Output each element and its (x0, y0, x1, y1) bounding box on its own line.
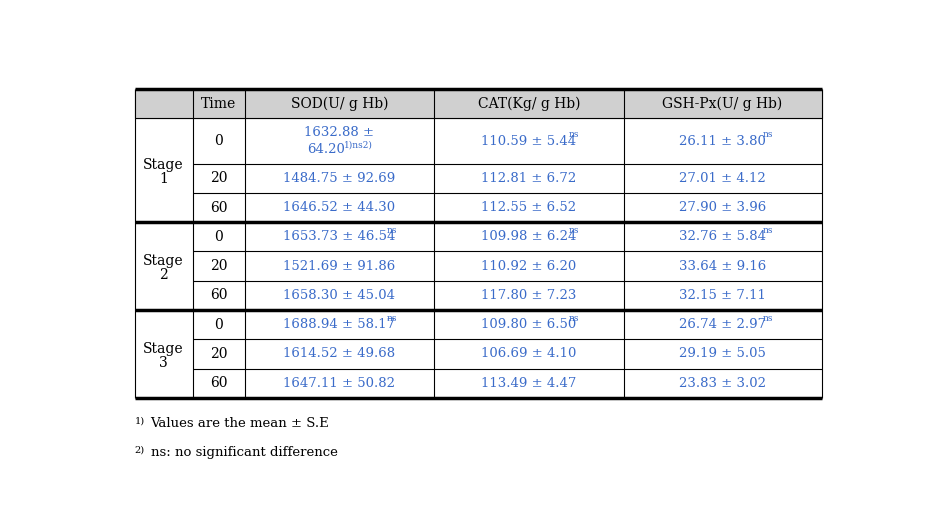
Text: ns: ns (762, 314, 773, 323)
Text: 1521.69 ± 91.86: 1521.69 ± 91.86 (284, 259, 396, 272)
Text: Time: Time (201, 97, 236, 111)
Text: 2): 2) (134, 445, 145, 454)
Text: 1): 1) (134, 417, 145, 426)
Text: 2: 2 (160, 268, 168, 282)
Text: 27.01 ± 4.12: 27.01 ± 4.12 (679, 172, 766, 185)
Text: ns: ns (386, 226, 397, 235)
Text: 1: 1 (160, 172, 168, 186)
Text: 3: 3 (160, 356, 168, 370)
Text: 117.80 ± 7.23: 117.80 ± 7.23 (481, 289, 577, 302)
Text: 26.74 ± 2.97: 26.74 ± 2.97 (679, 318, 766, 331)
Text: ns: ns (568, 226, 579, 235)
Text: 20: 20 (210, 347, 228, 361)
Text: 29.19 ± 5.05: 29.19 ± 5.05 (679, 347, 766, 361)
Text: 112.55 ± 6.52: 112.55 ± 6.52 (481, 201, 577, 214)
Text: Stage: Stage (144, 158, 184, 172)
Text: 20: 20 (210, 171, 228, 185)
Text: 109.80 ± 6.50: 109.80 ± 6.50 (481, 318, 577, 331)
Text: Stage: Stage (144, 254, 184, 268)
Text: 33.64 ± 9.16: 33.64 ± 9.16 (679, 259, 766, 272)
Text: 0: 0 (215, 230, 223, 244)
Text: 1658.30 ± 45.04: 1658.30 ± 45.04 (284, 289, 396, 302)
Text: ns: no significant difference: ns: no significant difference (150, 446, 338, 458)
Text: 0: 0 (215, 134, 223, 148)
Text: 1632.88 ±: 1632.88 ± (304, 126, 374, 139)
Text: ns: ns (568, 314, 579, 323)
Text: 110.92 ± 6.20: 110.92 ± 6.20 (481, 259, 577, 272)
Text: 1646.52 ± 44.30: 1646.52 ± 44.30 (284, 201, 396, 214)
Text: 32.15 ± 7.11: 32.15 ± 7.11 (679, 289, 766, 302)
Text: ns: ns (386, 314, 397, 323)
Text: 1688.94 ± 58.17: 1688.94 ± 58.17 (284, 318, 396, 331)
Text: ns: ns (568, 130, 579, 139)
Text: 1)ns2): 1)ns2) (343, 140, 372, 149)
Text: 27.90 ± 3.96: 27.90 ± 3.96 (679, 201, 766, 214)
Text: 1653.73 ± 46.54: 1653.73 ± 46.54 (283, 231, 396, 243)
Text: 23.83 ± 3.02: 23.83 ± 3.02 (679, 377, 766, 390)
Text: CAT(Kg/ g Hb): CAT(Kg/ g Hb) (478, 96, 580, 111)
Text: 60: 60 (210, 288, 228, 302)
Text: ns: ns (762, 130, 773, 139)
Text: GSH-Px(U/ g Hb): GSH-Px(U/ g Hb) (662, 96, 783, 111)
Text: SOD(U/ g Hb): SOD(U/ g Hb) (290, 96, 388, 111)
Text: ns: ns (762, 226, 773, 235)
Text: 1647.11 ± 50.82: 1647.11 ± 50.82 (284, 377, 396, 390)
Text: 0: 0 (215, 318, 223, 332)
Text: 60: 60 (210, 376, 228, 390)
Text: Stage: Stage (144, 342, 184, 356)
Text: 26.11 ± 3.80: 26.11 ± 3.80 (679, 135, 766, 148)
Text: 60: 60 (210, 201, 228, 215)
Text: 110.59 ± 5.44: 110.59 ± 5.44 (481, 135, 577, 148)
Text: 112.81 ± 6.72: 112.81 ± 6.72 (481, 172, 577, 185)
Text: 20: 20 (210, 259, 228, 273)
Text: 106.69 ± 4.10: 106.69 ± 4.10 (481, 347, 577, 361)
Text: 109.98 ± 6.24: 109.98 ± 6.24 (481, 231, 577, 243)
Text: 64.20: 64.20 (307, 143, 345, 156)
Text: 32.76 ± 5.84: 32.76 ± 5.84 (679, 231, 766, 243)
Text: 1614.52 ± 49.68: 1614.52 ± 49.68 (284, 347, 396, 361)
Text: 1484.75 ± 92.69: 1484.75 ± 92.69 (284, 172, 396, 185)
Text: 113.49 ± 4.47: 113.49 ± 4.47 (481, 377, 577, 390)
Text: Values are the mean ± S.E: Values are the mean ± S.E (150, 418, 329, 431)
